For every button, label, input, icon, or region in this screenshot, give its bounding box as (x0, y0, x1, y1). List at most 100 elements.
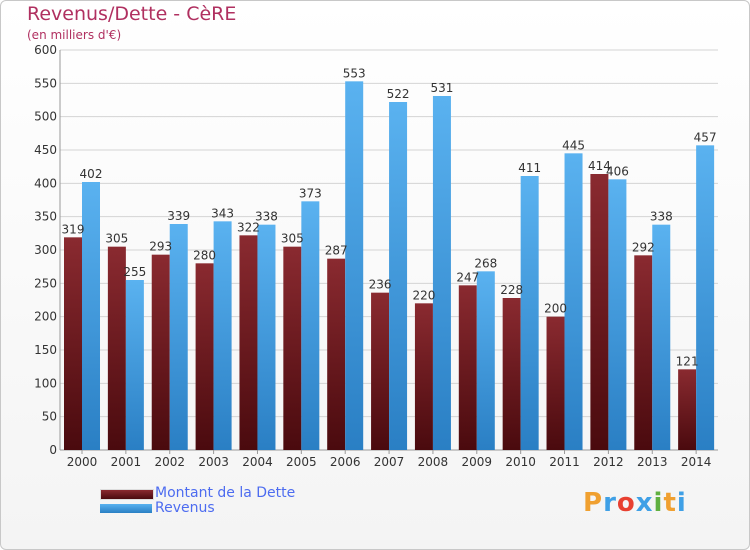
x-tick-label: 2004 (242, 455, 273, 469)
bar-revenus (520, 176, 539, 450)
bar-revenus (257, 224, 276, 450)
data-label-revenus: 411 (518, 161, 541, 175)
bar-dette (151, 254, 170, 450)
logo-letter: P (583, 488, 604, 518)
bar-dette (458, 285, 477, 450)
logo-letter: x (635, 488, 654, 518)
y-tick-label: 400 (34, 176, 57, 190)
y-tick-label: 300 (34, 243, 57, 257)
data-label-dette: 414 (588, 159, 611, 173)
bar-revenus (345, 81, 364, 450)
data-label-dette: 228 (500, 283, 523, 297)
bar-revenus (82, 182, 100, 450)
bar-revenus (652, 224, 671, 450)
chart-title: Revenus/Dette - CèRE (27, 3, 237, 25)
legend-swatch-revenus (100, 504, 152, 513)
x-tick-label: 2013 (637, 455, 668, 469)
data-label-revenus: 406 (606, 164, 629, 178)
bar-dette (239, 235, 258, 450)
bar-revenus (213, 221, 232, 450)
x-tick-label: 2012 (593, 455, 624, 469)
data-label-revenus: 338 (255, 210, 278, 224)
x-tick-label: 2010 (505, 455, 536, 469)
x-tick-label: 2000 (67, 455, 98, 469)
bar-dette (590, 174, 609, 450)
data-label-dette: 287 (325, 244, 348, 258)
bar-dette (64, 237, 82, 450)
x-tick-label: 2014 (681, 455, 712, 469)
legend-swatch-dette (100, 489, 154, 500)
x-tick-label: 2009 (462, 455, 493, 469)
data-label-dette: 293 (149, 240, 172, 254)
data-label-revenus: 268 (474, 256, 497, 270)
x-tick-label: 2005 (286, 455, 317, 469)
y-tick-label: 550 (34, 76, 57, 90)
bar-revenus (301, 201, 320, 450)
y-tick-label: 0 (49, 443, 57, 457)
y-tick-label: 450 (34, 143, 57, 157)
x-tick-label: 2003 (198, 455, 229, 469)
y-tick-label: 200 (34, 310, 57, 324)
logo-letter: i (653, 488, 664, 518)
y-tick-label: 100 (34, 376, 57, 390)
data-label-dette: 305 (281, 232, 304, 246)
bar-revenus (476, 271, 495, 450)
data-label-dette: 236 (369, 278, 392, 292)
data-label-revenus: 402 (80, 167, 103, 181)
data-label-dette: 322 (237, 220, 260, 234)
proxiti-logo: Proxiti (583, 488, 687, 518)
data-label-revenus: 255 (123, 265, 146, 279)
data-label-dette: 319 (62, 222, 85, 236)
logo-letter: r (603, 488, 617, 518)
data-label-revenus: 553 (343, 66, 366, 80)
data-label-dette: 121 (676, 354, 699, 368)
y-tick-label: 250 (34, 276, 57, 290)
bar-dette (195, 263, 214, 450)
data-label-revenus: 373 (299, 186, 322, 200)
x-tick-label: 2001 (111, 455, 142, 469)
data-label-revenus: 522 (387, 87, 410, 101)
data-label-revenus: 338 (650, 210, 673, 224)
logo-letter: o (616, 488, 636, 518)
bar-dette (502, 298, 521, 450)
data-label-revenus: 457 (694, 130, 717, 144)
data-label-dette: 200 (544, 302, 567, 316)
bar-revenus (432, 96, 451, 450)
x-tick-label: 2011 (549, 455, 580, 469)
data-label-dette: 280 (193, 248, 216, 262)
bar-dette (283, 246, 302, 450)
chart-subtitle: (en milliers d'€) (27, 28, 122, 42)
y-tick-label: 50 (42, 410, 57, 424)
data-label-revenus: 445 (562, 138, 585, 152)
data-label-dette: 305 (105, 232, 128, 246)
bar-dette (634, 255, 653, 450)
x-tick-label: 2006 (330, 455, 361, 469)
data-label-revenus: 343 (211, 206, 234, 220)
bar-dette (546, 316, 565, 450)
data-label-revenus: 339 (167, 209, 190, 223)
bar-dette (678, 369, 697, 450)
data-label-revenus: 531 (430, 81, 453, 95)
logo-letter: t (663, 488, 677, 518)
y-tick-label: 150 (34, 343, 57, 357)
bar-revenus (169, 224, 188, 450)
logo-letter: i (676, 488, 687, 518)
data-label-dette: 247 (456, 270, 479, 284)
bar-revenus (608, 179, 627, 451)
legend-label-dette: Montant de la Dette (155, 485, 296, 501)
data-label-dette: 220 (412, 288, 435, 302)
y-tick-label: 350 (34, 210, 57, 224)
bar-dette (371, 292, 390, 450)
x-tick-label: 2008 (418, 455, 449, 469)
bar-dette (327, 258, 346, 450)
bar-dette (107, 246, 126, 450)
data-label-dette: 292 (632, 240, 655, 254)
bar-revenus (696, 145, 715, 451)
bar-revenus (125, 280, 144, 450)
bar-revenus (389, 102, 408, 450)
legend-label-revenus: Revenus (155, 500, 215, 516)
y-tick-label: 600 (34, 43, 57, 57)
bar-revenus (564, 153, 583, 451)
x-tick-label: 2007 (374, 455, 405, 469)
